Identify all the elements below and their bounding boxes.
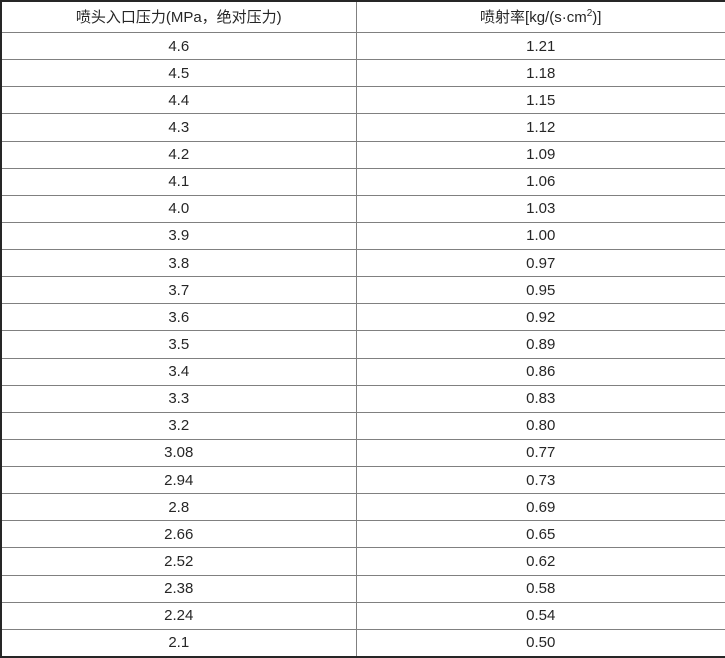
- header-row: 喷头入口压力(MPa，绝对压力) 喷射率[kg/(s·cm2)]: [0, 0, 725, 33]
- rate-cell: 1.06: [355, 167, 725, 196]
- rate-cell: 1.03: [355, 194, 725, 223]
- table-row: 2.1 0.50: [0, 628, 725, 658]
- header-pressure: 喷头入口压力(MPa，绝对压力): [0, 0, 357, 33]
- table-row: 3.08 0.77: [0, 438, 725, 468]
- rate-cell: 0.69: [355, 493, 725, 522]
- table-row: 4.1 1.06: [0, 167, 725, 196]
- pressure-cell: 4.2: [0, 140, 357, 169]
- rate-cell: 0.58: [355, 574, 725, 603]
- table-row: 2.24 0.54: [0, 601, 725, 630]
- pressure-cell: 4.0: [0, 194, 357, 223]
- pressure-cell: 2.38: [0, 574, 357, 603]
- table-row: 3.5 0.89: [0, 330, 725, 359]
- rate-cell: 0.97: [355, 248, 725, 278]
- rate-cell: 0.89: [355, 330, 725, 359]
- rate-cell: 0.92: [355, 303, 725, 332]
- rate-cell: 1.09: [355, 140, 725, 169]
- table-row: 3.3 0.83: [0, 384, 725, 413]
- pressure-cell: 3.4: [0, 357, 357, 386]
- table-row: 3.2 0.80: [0, 411, 725, 440]
- table-row: 3.8 0.97: [0, 248, 725, 278]
- rate-cell: 0.83: [355, 384, 725, 413]
- rate-cell: 1.15: [355, 86, 725, 115]
- pressure-cell: 4.4: [0, 86, 357, 115]
- pressure-cell: 2.66: [0, 520, 357, 549]
- table-row: 2.52 0.62: [0, 547, 725, 576]
- table-row: 3.6 0.92: [0, 303, 725, 332]
- pressure-cell: 3.8: [0, 248, 357, 278]
- rate-cell: 0.86: [355, 357, 725, 386]
- pressure-cell: 4.5: [0, 59, 357, 88]
- table-row: 4.6 1.21: [0, 31, 725, 61]
- pressure-cell: 4.3: [0, 113, 357, 142]
- table-row: 4.3 1.12: [0, 113, 725, 142]
- pressure-cell: 3.9: [0, 221, 357, 251]
- table-row: 3.4 0.86: [0, 357, 725, 386]
- rate-cell: 0.54: [355, 601, 725, 630]
- table-row: 2.94 0.73: [0, 465, 725, 495]
- pressure-cell: 4.1: [0, 167, 357, 196]
- table-row: 2.66 0.65: [0, 520, 725, 549]
- rate-cell: 0.62: [355, 547, 725, 576]
- table-row: 4.5 1.18: [0, 59, 725, 88]
- pressure-cell: 2.52: [0, 547, 357, 576]
- pressure-cell: 3.7: [0, 276, 357, 305]
- pressure-cell: 3.2: [0, 411, 357, 440]
- table-row: 3.9 1.00: [0, 221, 725, 251]
- rate-cell: 0.73: [355, 465, 725, 495]
- rate-cell: 0.95: [355, 276, 725, 305]
- rate-cell: 1.12: [355, 113, 725, 142]
- pressure-cell: 3.08: [0, 438, 357, 468]
- pressure-cell: 3.3: [0, 384, 357, 413]
- table-row: 2.38 0.58: [0, 574, 725, 603]
- table-row: 4.0 1.03: [0, 194, 725, 223]
- rate-cell: 0.65: [355, 520, 725, 549]
- pressure-cell: 2.94: [0, 465, 357, 495]
- header-rate-suffix: )]: [592, 8, 602, 26]
- table-row: 2.8 0.69: [0, 493, 725, 522]
- table-body: 4.6 1.21 4.5 1.18 4.4 1.15 4.3 1.12 4.2 1.09 4.1 1.…: [0, 31, 725, 658]
- rate-cell: 0.50: [355, 628, 725, 658]
- header-rate-superscript: 2: [586, 7, 593, 19]
- rate-cell: 0.80: [355, 411, 725, 440]
- header-rate-text: 喷射率[kg/(s·cm: [480, 8, 587, 26]
- pressure-cell: 2.24: [0, 601, 357, 630]
- pressure-cell: 3.6: [0, 303, 357, 332]
- header-rate: 喷射率[kg/(s·cm2)]: [355, 0, 725, 33]
- rate-cell: 1.00: [355, 221, 725, 251]
- rate-cell: 0.77: [355, 438, 725, 468]
- rate-cell: 1.18: [355, 59, 725, 88]
- table-row: 4.4 1.15: [0, 86, 725, 115]
- rate-cell: 1.21: [355, 31, 725, 61]
- pressure-cell: 2.8: [0, 493, 357, 522]
- table-row: 3.7 0.95: [0, 276, 725, 305]
- pressure-cell: 3.5: [0, 330, 357, 359]
- pressure-cell: 4.6: [0, 31, 357, 61]
- table-row: 4.2 1.09: [0, 140, 725, 169]
- pressure-cell: 2.1: [0, 628, 357, 658]
